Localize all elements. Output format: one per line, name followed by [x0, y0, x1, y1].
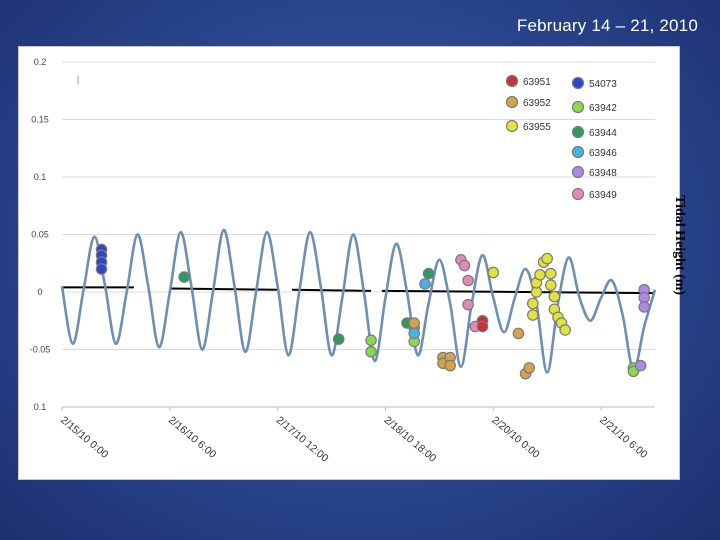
legend-label-63951: 63951: [523, 77, 551, 88]
legend-marker-63946: [571, 145, 585, 159]
point-63955: [534, 268, 546, 281]
y-tick-label: -0.05: [30, 345, 51, 355]
y-tick-label: 0: [37, 287, 42, 297]
legend-marker-63951: [505, 74, 519, 88]
point-63952: [408, 317, 421, 329]
legend-marker-63952: [505, 95, 519, 109]
point-63951: [476, 320, 489, 333]
y-tick-label: 0.2: [34, 57, 47, 67]
legend-marker-63944: [571, 125, 585, 139]
point-63942: [365, 334, 377, 347]
point-63944: [178, 271, 190, 283]
grid-layer: [62, 61, 655, 408]
y-tick-label: 0.15: [31, 115, 49, 125]
line-layer: [60, 228, 657, 374]
legend-label-63946: 63946: [589, 148, 617, 159]
legend-label-63955: 63955: [523, 122, 551, 133]
trend-layer: [62, 286, 656, 295]
chart-frame: [18, 46, 680, 480]
legend-marker-54073: [571, 76, 585, 90]
point-63952: [523, 362, 536, 374]
mean-level-segment: [381, 289, 656, 295]
y-axis-label: Tidal Height (m): [672, 194, 687, 296]
legend-label-63949: 63949: [589, 190, 617, 201]
point-63955: [559, 324, 571, 336]
point-layer: [95, 243, 651, 380]
legend-label-63944: 63944: [589, 128, 617, 139]
point-63946: [408, 327, 421, 340]
legend-label-54073: 54073: [589, 79, 617, 90]
point-63949: [462, 274, 474, 287]
point-63948: [638, 301, 651, 313]
y-tick-label: 0.05: [31, 230, 49, 240]
y-tick-label: 0.1: [34, 402, 47, 412]
legend-label-63952: 63952: [523, 98, 551, 109]
x-tick-label: 2/21/10 6:00: [597, 414, 650, 461]
legend-marker-63942: [571, 100, 585, 114]
point-63952: [444, 359, 456, 372]
legend-label-63942: 63942: [589, 103, 617, 114]
point-63948: [634, 359, 647, 372]
y-tick-label: 0.1: [34, 172, 47, 182]
legend-marker-63955: [505, 119, 519, 133]
tide-line: [60, 228, 657, 374]
x-tick-label: 2/15/10 0:00: [58, 414, 111, 461]
point-63955: [541, 252, 553, 265]
x-tick-label: 2/18/10 18:00: [382, 414, 439, 465]
point-54073: [95, 263, 108, 275]
legend-marker-63949: [571, 187, 585, 201]
legend-layer: 63951 63952 63955 54073 63942 63944 63946 63948…: [505, 74, 617, 201]
point-63944: [422, 267, 435, 280]
x-tick-label: 2/17/10 12:00: [274, 414, 331, 465]
x-tick-label: 2/16/10 6:00: [166, 414, 219, 461]
x-tick-label: 2/20/10 0:00: [489, 414, 542, 461]
point-63955: [527, 309, 539, 321]
point-63952: [512, 327, 525, 340]
point-63955: [544, 279, 557, 291]
point-63955: [527, 297, 539, 310]
legend-marker-63948: [571, 165, 585, 179]
point-63955: [487, 266, 500, 279]
point-63955: [548, 290, 561, 303]
mean-level-segment: [291, 288, 372, 292]
point-63955: [544, 267, 557, 280]
mean-level-segment: [169, 287, 278, 291]
slide-title: February 14 – 21, 2010: [516, 16, 698, 35]
point-63949: [458, 259, 471, 272]
point-63944: [332, 333, 345, 345]
legend-label-63948: 63948: [589, 168, 617, 179]
axis-layer: 0.2 0.15 0.1 0.05 0 -0.05 0.1 2/15/10 0:00 2/16/…: [30, 57, 655, 465]
point-63942: [365, 345, 377, 358]
point-63946: [419, 278, 431, 290]
point-63949: [462, 298, 474, 311]
